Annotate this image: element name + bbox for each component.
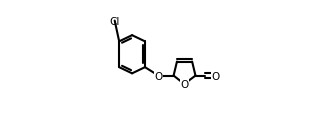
Text: O: O <box>154 71 163 81</box>
Text: Cl: Cl <box>110 16 120 26</box>
Text: O: O <box>180 79 188 89</box>
Text: O: O <box>212 71 220 81</box>
